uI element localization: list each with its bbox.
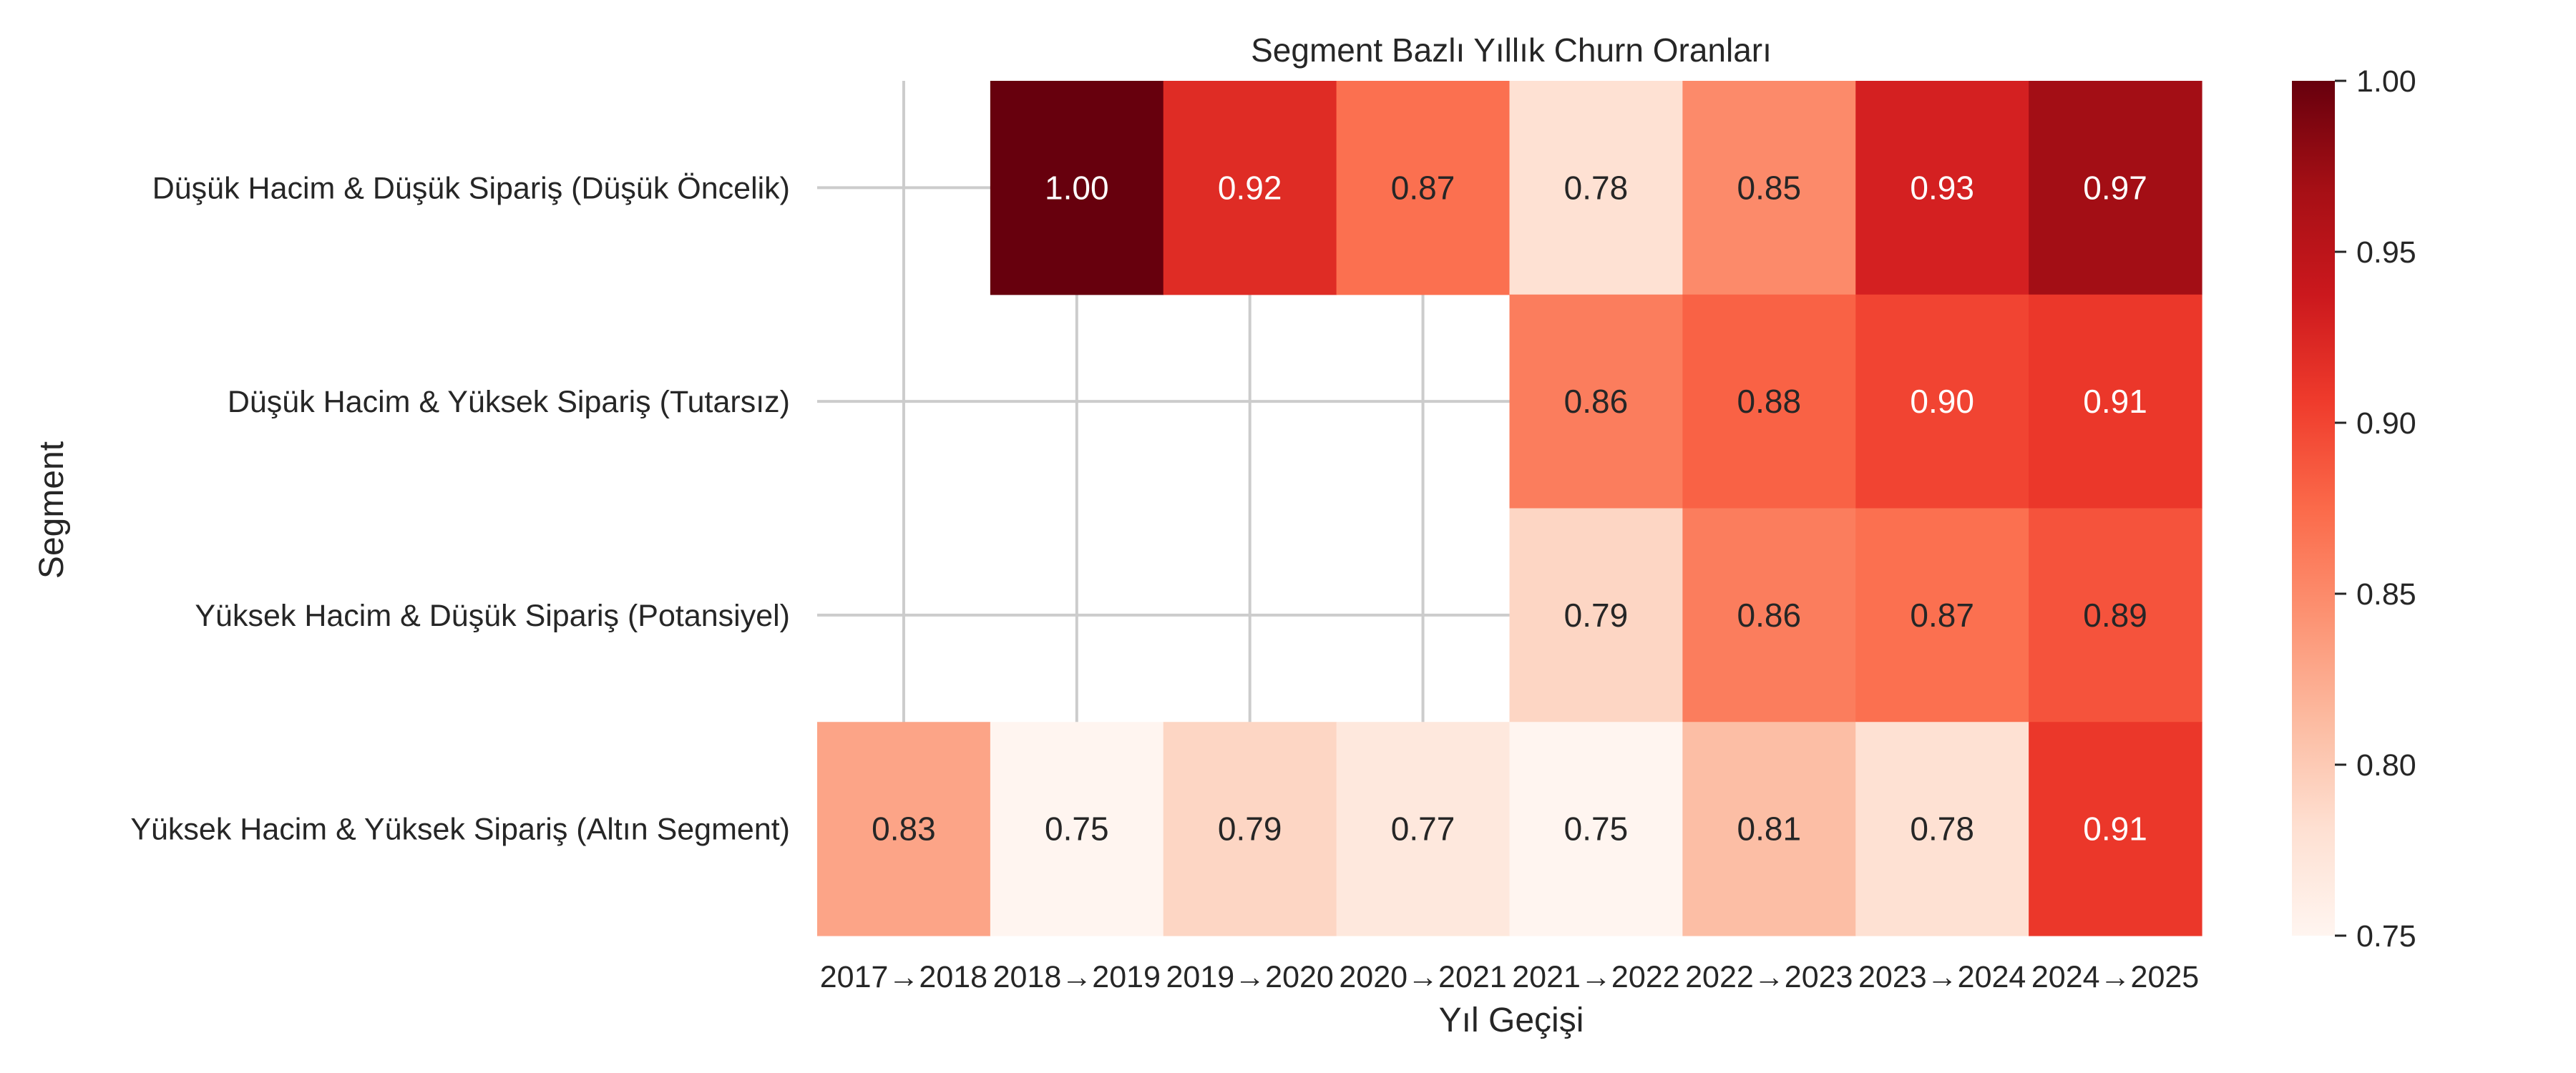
cell-value-label: 0.87: [1391, 169, 1455, 206]
y-axis-label: Segment: [33, 441, 71, 579]
heatmap-cell: [1682, 294, 1856, 509]
cell-value-label: 0.86: [1564, 383, 1629, 420]
x-tick-label: 2017→2018: [820, 960, 987, 994]
heatmap-cell: [2029, 722, 2202, 936]
cell-value-label: 0.92: [1218, 169, 1282, 206]
heatmap-cell: [1855, 508, 2029, 722]
cell-value-label: 0.88: [1737, 383, 1802, 420]
heatmap-cell: [2029, 81, 2202, 295]
x-axis-label: Yıl Geçişi: [1439, 1001, 1584, 1039]
y-axis-ticks: Düşük Hacim & Düşük Sipariş (Düşük Öncel…: [130, 171, 790, 846]
colorbar-tick-label: 0.95: [2356, 235, 2416, 270]
heatmap-cell: [1682, 508, 1856, 722]
colorbar-tick-label: 0.85: [2356, 577, 2416, 612]
cell-value-label: 0.93: [1910, 169, 1974, 206]
heatmap-cell: [1509, 81, 1683, 295]
x-tick-label: 2021→2022: [1512, 960, 1679, 994]
heatmap-cell: [990, 722, 1164, 936]
cell-value-label: 0.78: [1910, 810, 1974, 848]
colorbar-tick-label: 0.80: [2356, 748, 2416, 783]
cell-value-label: 0.97: [2083, 169, 2147, 206]
cell-value-label: 0.78: [1564, 169, 1629, 206]
heatmap-cell: [1855, 81, 2029, 295]
heatmap-cell: [1336, 81, 1511, 295]
heatmap-cell: [1509, 508, 1683, 722]
cell-value-label: 0.81: [1737, 810, 1802, 848]
x-tick-label: 2018→2019: [993, 960, 1161, 994]
colorbar-tick-label: 0.90: [2356, 406, 2416, 441]
cell-value-label: 0.91: [2083, 810, 2147, 848]
heatmap-cell: [1682, 722, 1856, 936]
cell-value-label: 0.87: [1910, 597, 1974, 634]
colorbar-tick-label: 1.00: [2356, 64, 2416, 99]
cell-value-label: 0.75: [1564, 810, 1629, 848]
y-tick-label: Düşük Hacim & Düşük Sipariş (Düşük Öncel…: [152, 171, 790, 205]
cell-value-label: 0.75: [1045, 810, 1109, 848]
cell-value-label: 0.79: [1218, 810, 1282, 848]
colorbar-gradient: [2292, 81, 2335, 936]
heatmap-cell: [990, 81, 1164, 295]
heatmap-cell: [1509, 294, 1683, 509]
cell-value-label: 0.90: [1910, 383, 1974, 420]
x-tick-label: 2023→2024: [1858, 960, 2026, 994]
heatmap-cell: [1509, 722, 1683, 936]
x-tick-label: 2019→2020: [1166, 960, 1334, 994]
x-tick-label: 2020→2021: [1339, 960, 1506, 994]
chart-title: Segment Bazlı Yıllık Churn Oranları: [1251, 31, 1772, 69]
heatmap-cell: [1163, 81, 1337, 295]
heatmap-cell: [1163, 722, 1337, 936]
cell-value-label: 0.77: [1391, 810, 1455, 848]
heatmap-cell: [817, 722, 991, 936]
cell-value-label: 0.79: [1564, 597, 1629, 634]
x-tick-label: 2024→2025: [2031, 960, 2199, 994]
heatmap-cell: [1855, 722, 2029, 936]
heatmap-cell: [1336, 722, 1511, 936]
y-tick-label: Yüksek Hacim & Düşük Sipariş (Potansiyel…: [195, 599, 790, 633]
cell-value-label: 0.85: [1737, 169, 1802, 206]
cell-value-label: 0.86: [1737, 597, 1802, 634]
cell-value-label: 0.83: [872, 810, 936, 848]
y-tick-label: Yüksek Hacim & Yüksek Sipariş (Altın Seg…: [130, 813, 790, 847]
cell-value-label: 1.00: [1045, 169, 1109, 206]
colorbar-tick-label: 0.75: [2356, 919, 2416, 954]
heatmap-cell: [2029, 508, 2202, 722]
x-tick-label: 2022→2023: [1685, 960, 1853, 994]
heatmap-cell: [1682, 81, 1856, 295]
cell-value-label: 0.91: [2083, 383, 2147, 420]
y-tick-label: Düşük Hacim & Yüksek Sipariş (Tutarsız): [228, 385, 790, 419]
colorbar: 0.75 0.80 0.85 0.90 0.95 1.00: [2292, 64, 2416, 954]
heatmap-cells: 1.00 0.92 0.87 0.78 0.85 0.93 0.97 0.86 0.88 0.90…: [817, 81, 2202, 936]
heatmap-cell: [2029, 294, 2202, 509]
heatmap-cell: [1855, 294, 2029, 509]
x-axis-ticks: 2017→2018 2018→2019 2019→2020 2020→2021 2021…: [820, 960, 2199, 994]
cell-value-label: 0.89: [2083, 597, 2147, 634]
